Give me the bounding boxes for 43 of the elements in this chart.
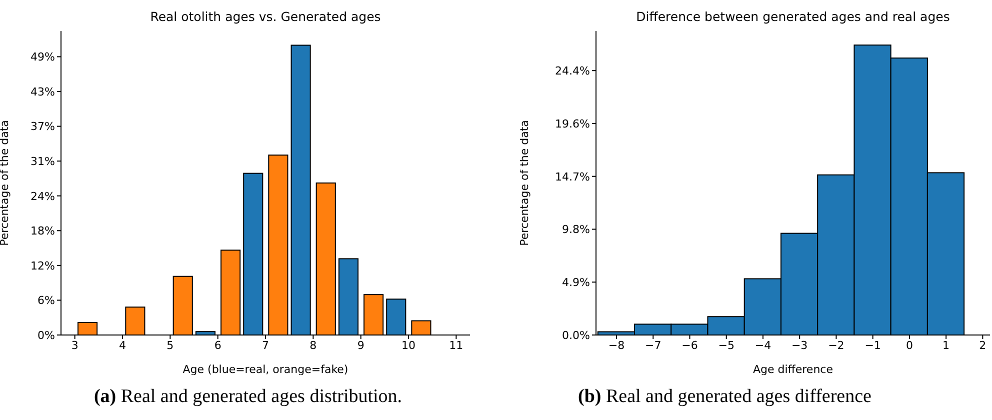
x-tick-label: −6: [682, 338, 698, 352]
y-tick-label: 37%: [30, 120, 55, 134]
x-axis-title: Age difference: [753, 363, 834, 376]
y-tick-label: 18%: [30, 224, 55, 238]
y-tick-label: 24%: [30, 190, 55, 203]
x-tick-label: 1: [942, 338, 950, 352]
x-tick-label: 3: [71, 338, 78, 352]
x-tick-label: 11: [449, 338, 464, 352]
y-tick-label: 14.7%: [555, 170, 590, 184]
x-tick-label: 8: [310, 338, 317, 352]
y-tick-label: 49%: [30, 50, 55, 64]
y-tick-label: 43%: [30, 85, 55, 98]
x-tick-label: −5: [718, 338, 734, 352]
x-tick-label: 10: [402, 338, 416, 352]
y-tick-label: 12%: [30, 259, 55, 272]
x-tick-label: −1: [864, 338, 881, 352]
chart-title: Real otolith ages vs. Generated ages: [149, 9, 382, 24]
x-tick-label: −4: [754, 338, 772, 352]
x-tick-label: −8: [608, 338, 625, 352]
x-tick-label: 9: [357, 338, 364, 352]
y-tick-label: 6%: [38, 294, 55, 308]
x-axis-title: Age (blue=real, orange=fake): [182, 363, 348, 376]
x-tick-label: 7: [262, 338, 269, 352]
x-tick-label: 2: [979, 338, 986, 352]
y-axis-title: Percentage of the data: [518, 120, 531, 246]
x-tick-label: −3: [791, 338, 808, 352]
x-tick-label: −7: [645, 338, 662, 352]
x-tick-label: 5: [166, 338, 174, 352]
text: (a) Real and generated ages distribution.: [92, 386, 404, 408]
text: (b) Real and generated ages difference: [578, 386, 872, 408]
y-tick-label: 31%: [30, 154, 55, 168]
x-tick-label: 0: [906, 338, 913, 352]
x-tick-label: 6: [214, 338, 222, 352]
y-tick-label: 4.9%: [562, 276, 590, 290]
x-tick-label: 4: [118, 338, 126, 352]
y-tick-label: 19.6%: [555, 117, 590, 130]
y-axis-title: Percentage of the data: [0, 120, 11, 246]
y-tick-label: 0.0%: [562, 328, 590, 342]
chart-title: Difference between generated ages and real ages: [635, 9, 951, 24]
y-tick-label: 0%: [38, 328, 55, 342]
x-tick-label: −2: [828, 338, 844, 352]
y-tick-label: 24.4%: [555, 64, 590, 78]
y-tick-label: 9.8%: [562, 223, 590, 236]
